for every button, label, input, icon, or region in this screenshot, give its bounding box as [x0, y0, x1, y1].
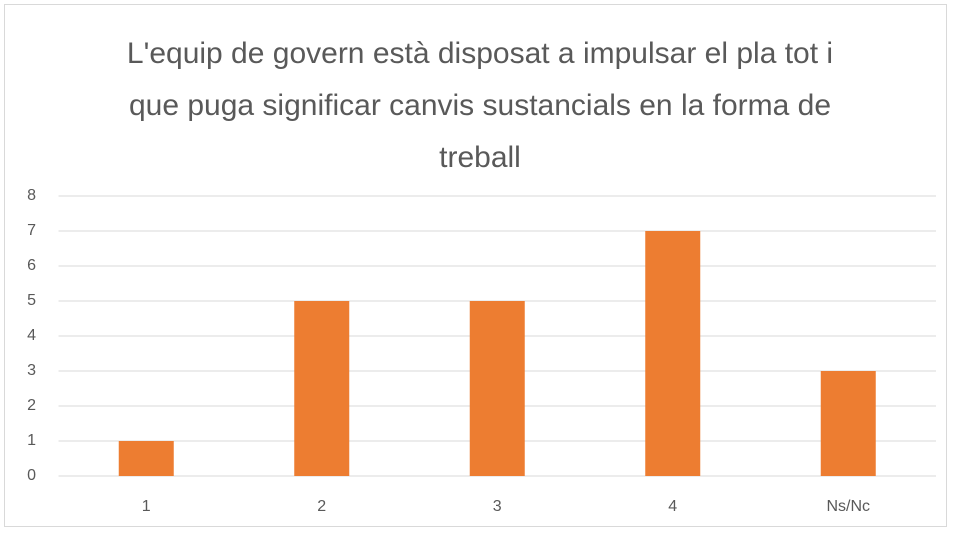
- y-tick-label: 6: [27, 257, 36, 274]
- y-tick-label: 0: [27, 467, 36, 484]
- x-tick-label: 4: [668, 498, 677, 515]
- y-tick-label: 7: [27, 222, 36, 239]
- bar: [118, 441, 174, 476]
- bar: [294, 301, 350, 476]
- x-tick-label: 1: [142, 498, 151, 515]
- bar: [469, 301, 525, 476]
- x-tick-label: 2: [317, 498, 326, 515]
- x-tick-label: 3: [493, 498, 502, 515]
- bar: [820, 371, 876, 476]
- bar: [645, 231, 701, 476]
- y-tick-label: 8: [27, 187, 36, 204]
- x-tick-label: Ns/Nc: [826, 498, 870, 515]
- chart-frame: [4, 4, 947, 527]
- y-tick-label: 2: [27, 397, 36, 414]
- y-tick-label: 5: [27, 292, 36, 309]
- chart-title: L'equip de govern està disposat a impuls…: [126, 37, 834, 174]
- y-tick-label: 4: [27, 327, 36, 344]
- y-tick-label: 3: [27, 362, 36, 379]
- y-tick-label: 1: [27, 432, 36, 449]
